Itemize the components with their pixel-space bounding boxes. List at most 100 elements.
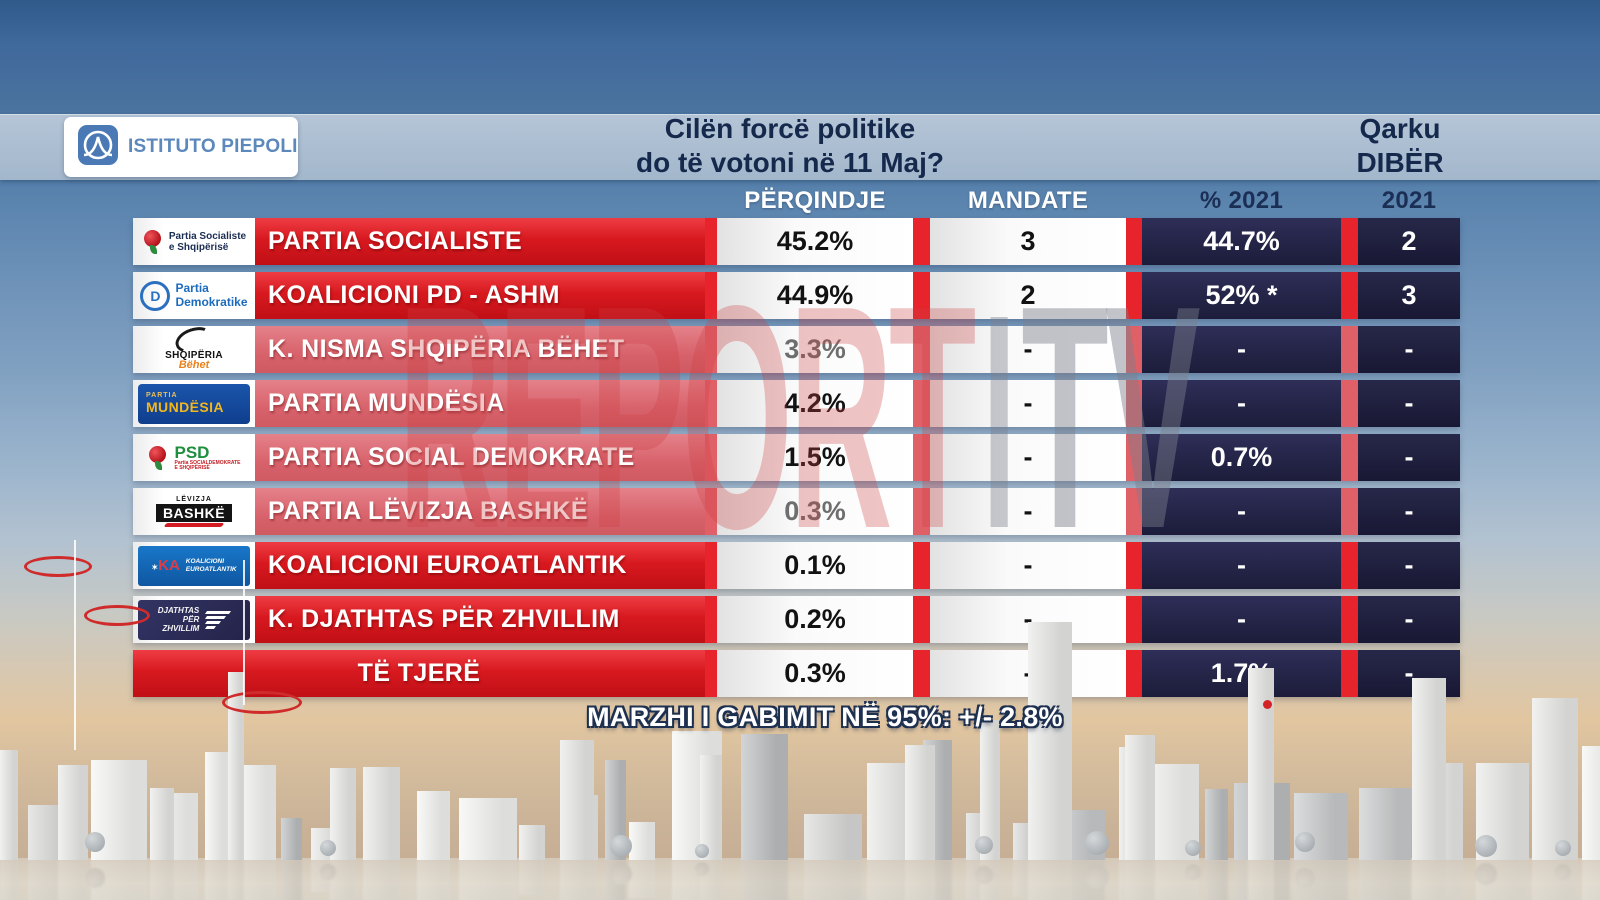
tree-sphere xyxy=(610,835,632,857)
logo-line: EUROATLANTIK xyxy=(185,565,237,573)
party-name-bar: PARTIA SOCIALISTE xyxy=(255,218,705,265)
red-accent-stripe xyxy=(705,542,717,589)
pct-2021-cell: - xyxy=(1142,596,1341,643)
table-row: SHQIPËRIA Bëhet K. NISMA SHQIPËRIA BËHET 3.… xyxy=(133,326,1460,373)
pct-2021-cell: 44.7% xyxy=(1142,218,1341,265)
poll-question-title: Cilën forcë politike do të votoni në 11 … xyxy=(470,112,1110,180)
red-accent-stripe xyxy=(913,272,930,319)
year-2021-cell-value: 3 xyxy=(1401,280,1417,310)
year-2021-cell-value: 2 xyxy=(1401,226,1417,256)
tree-sphere xyxy=(695,862,709,876)
pct-2021-cell-value: 52% * xyxy=(1205,280,1278,310)
piepoli-icon xyxy=(77,124,119,171)
party-name-bar: K. NISMA SHQIPËRIA BËHET xyxy=(255,326,705,373)
party-logo-box: PARTIA MUNDËSIA xyxy=(133,380,255,427)
mandate-cell-value: - xyxy=(1023,442,1033,472)
logo-line: Demokratike xyxy=(175,294,248,309)
column-header-pct2021: % 2021 xyxy=(1199,187,1284,214)
red-accent-stripe xyxy=(705,488,717,535)
red-accent-stripe xyxy=(705,650,717,697)
logo-line: Partia SOCIALDEMOKRATE xyxy=(174,460,241,466)
percent-cell: 1.5% xyxy=(717,434,913,481)
mandate-cell-value: - xyxy=(1023,550,1033,580)
party-logo-box: ✶KA KOALICIONI EUROATLANTIK xyxy=(133,542,255,589)
percent-cell: 3.3% xyxy=(717,326,913,373)
red-accent-stripe xyxy=(1341,596,1358,643)
building xyxy=(0,750,19,860)
kea-monogram: ✶KA xyxy=(151,557,179,574)
mandate-cell: - xyxy=(930,488,1126,535)
mandate-cell-value: - xyxy=(1023,496,1033,526)
psd-logo: PSD Partia SOCIALDEMOKRATE E SHQIPËRISË xyxy=(147,443,241,471)
percent-cell-value: 0.1% xyxy=(784,550,846,580)
building xyxy=(1205,860,1229,900)
red-accent-stripe xyxy=(1341,488,1358,535)
red-accent-stripe xyxy=(1126,326,1142,373)
building xyxy=(416,860,450,900)
water-horizon xyxy=(0,858,1600,900)
party-logo-box: SHQIPËRIA Bëhet xyxy=(133,326,255,373)
logo-line: KA xyxy=(158,557,180,574)
tree-sphere xyxy=(85,868,105,888)
table-row: LËVIZJA BASHKË PARTIA LËVIZJA BASHKË 0.3% - -… xyxy=(133,488,1460,535)
mandate-cell-value: - xyxy=(1023,604,1033,634)
tree-sphere xyxy=(320,864,336,880)
title-line-1: Cilën forcë politike xyxy=(664,113,916,144)
red-accent-stripe xyxy=(705,596,717,643)
building xyxy=(1028,622,1072,860)
tree-sphere xyxy=(1085,865,1109,889)
year-2021-cell: - xyxy=(1358,434,1460,481)
building xyxy=(1248,668,1274,860)
stripe-bar xyxy=(205,615,227,619)
table-row: ✶KA KOALICIONI EUROATLANTIK KOALICIONI EURO… xyxy=(133,542,1460,589)
mandate-cell: 3 xyxy=(930,218,1126,265)
pct-2021-cell: 52% * xyxy=(1142,272,1341,319)
year-2021-cell: 2 xyxy=(1358,218,1460,265)
red-accent-stripe xyxy=(1341,326,1358,373)
tree-sphere xyxy=(1185,840,1201,856)
antenna-line xyxy=(243,560,245,705)
building xyxy=(518,824,545,860)
city-reflection xyxy=(0,860,1600,900)
red-accent-stripe xyxy=(1126,488,1142,535)
table-row: DJATHTAS PËR ZHVILLIM K. DJATHTAS PËR ZHVIL… xyxy=(133,596,1460,643)
building xyxy=(1412,860,1446,900)
logo-line: PSD xyxy=(174,443,210,462)
stripe-bar xyxy=(205,620,222,624)
party-name: KOALICIONI EUROATLANTIK xyxy=(268,551,627,579)
red-accent-stripe xyxy=(913,542,930,589)
tree-sphere xyxy=(1555,864,1571,880)
logo-line: Partia xyxy=(175,281,209,296)
mandate-cell: 2 xyxy=(930,272,1126,319)
tree-sphere xyxy=(1295,868,1315,888)
red-accent-stripe xyxy=(1341,218,1358,265)
red-accent-stripe xyxy=(913,488,930,535)
star-icon: ✶ xyxy=(151,563,159,572)
shqiperia-behet-logo: SHQIPËRIA Bëhet xyxy=(165,326,223,371)
year-2021-cell: - xyxy=(1358,488,1460,535)
red-accent-stripe xyxy=(705,380,717,427)
building xyxy=(1581,745,1600,860)
mandate-cell: - xyxy=(930,326,1126,373)
year-2021-cell: 3 xyxy=(1358,272,1460,319)
mandate-cell: - xyxy=(930,434,1126,481)
tree-sphere xyxy=(610,863,632,885)
party-name: PARTIA SOCIALISTE xyxy=(268,227,523,255)
building xyxy=(560,860,594,900)
party-name-bar: KOALICIONI PD - ASHM xyxy=(255,272,705,319)
pd-icon: D xyxy=(140,280,171,311)
red-accent-stripe xyxy=(1126,542,1142,589)
year-2021-cell-value: - xyxy=(1404,442,1414,472)
mandate-cell-value: - xyxy=(1023,334,1033,364)
djathtas-logo: DJATHTAS PËR ZHVILLIM xyxy=(138,599,250,640)
building xyxy=(905,860,935,900)
pct-2021-cell-value: - xyxy=(1237,550,1246,580)
building xyxy=(740,860,789,900)
pct-2021-cell: 0.7% xyxy=(1142,434,1341,481)
red-accent-stripe xyxy=(705,434,717,481)
region-label: Qarku DIBËR xyxy=(1300,112,1500,180)
pct-2021-cell-value: - xyxy=(1237,334,1246,364)
red-accent-stripe xyxy=(913,596,930,643)
tree-sphere xyxy=(320,840,336,856)
